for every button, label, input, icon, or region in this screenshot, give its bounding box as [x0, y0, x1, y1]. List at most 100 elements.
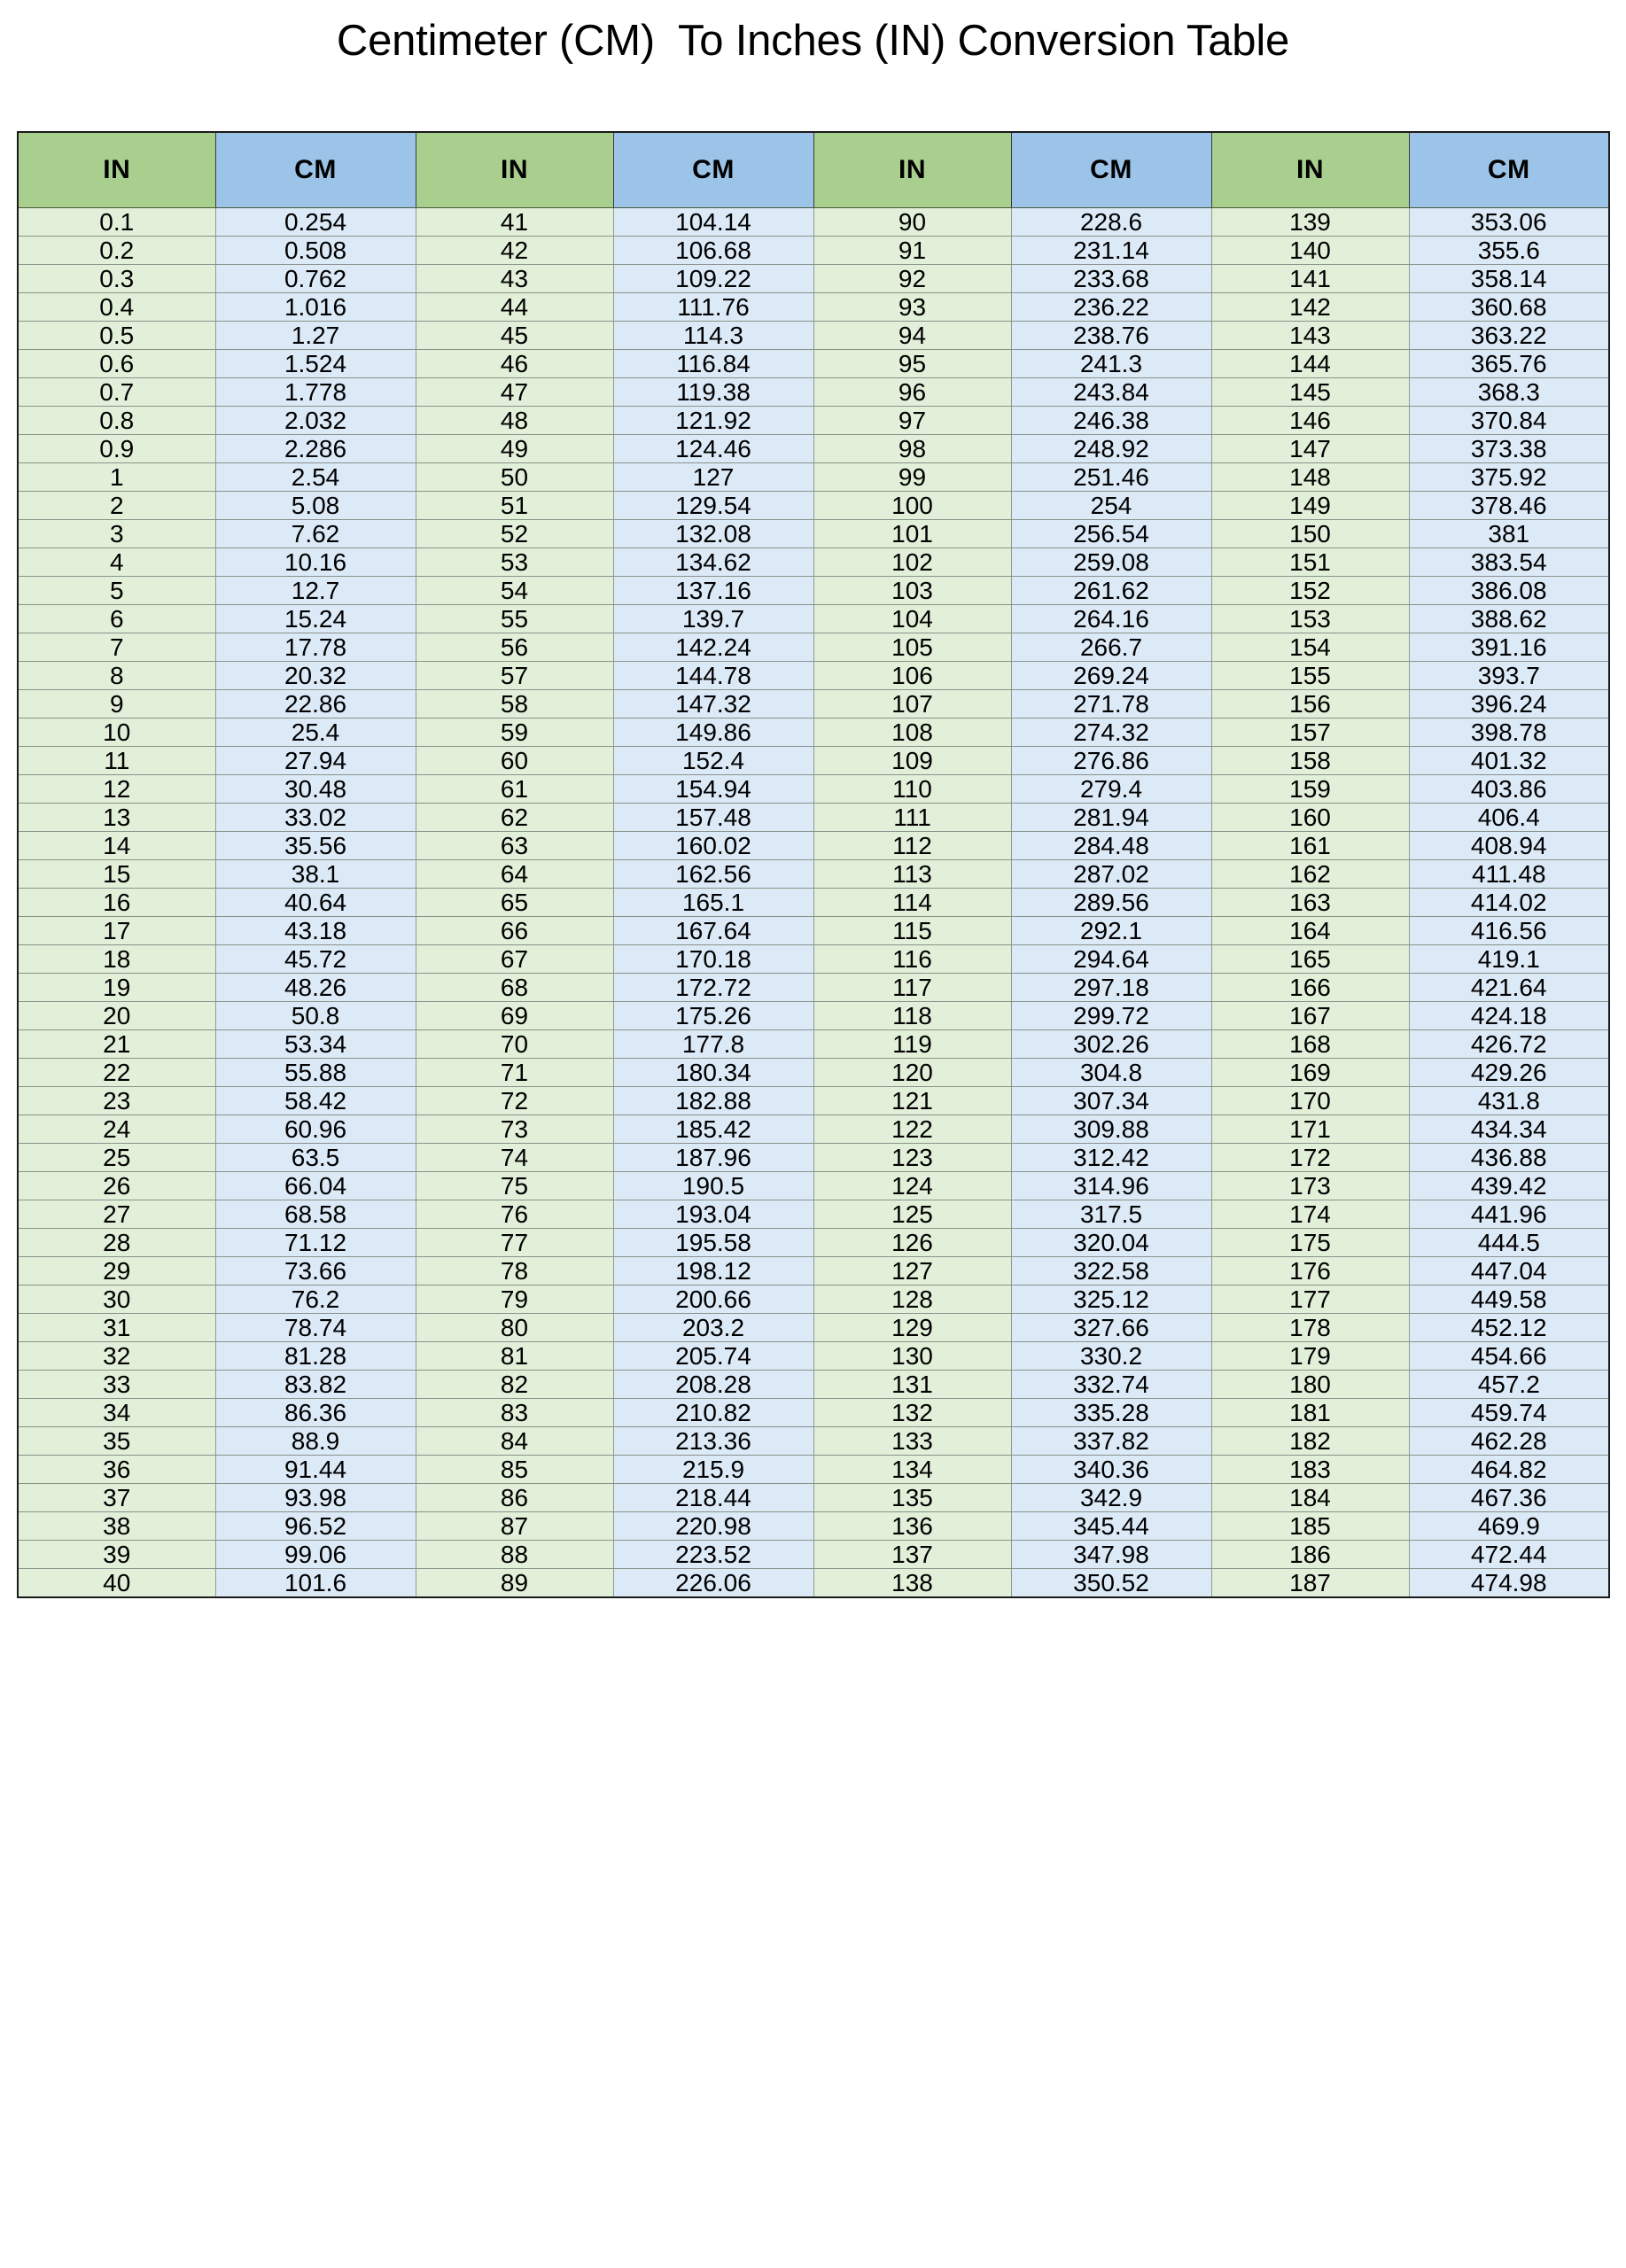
table-row: 0.1 0.254 41 104.14 90 228.6 139 353.06 — [18, 207, 1609, 237]
cell-centimeters: 368.3 — [1409, 377, 1609, 407]
cell-centimeters: 27.94 — [215, 746, 416, 775]
cell-centimeters: 20.32 — [215, 661, 416, 690]
cell-centimeters: 162.56 — [613, 859, 814, 889]
cell-inches: 179 — [1211, 1341, 1410, 1371]
cell-inches: 77 — [416, 1228, 614, 1257]
cell-centimeters: 210.82 — [613, 1398, 814, 1427]
cell-inches: 103 — [813, 576, 1012, 605]
table-row: 0.9 2.286 49 124.46 98 248.92 147 373.38 — [18, 434, 1609, 463]
cell-inches: 121 — [813, 1086, 1012, 1115]
cell-centimeters: 398.78 — [1409, 718, 1609, 747]
table-row: 18 45.72 67 170.18 116 294.64 165 419.1 — [18, 944, 1609, 974]
cell-centimeters: 7.62 — [215, 519, 416, 548]
cell-inches: 160 — [1211, 803, 1410, 832]
cell-inches: 97 — [813, 406, 1012, 435]
cell-centimeters: 274.32 — [1011, 718, 1212, 747]
cell-inches: 40 — [18, 1568, 216, 1597]
cell-inches: 128 — [813, 1285, 1012, 1314]
cell-centimeters: 411.48 — [1409, 859, 1609, 889]
cell-inches: 65 — [416, 888, 614, 917]
cell-inches: 0.4 — [18, 292, 216, 322]
cell-centimeters: 22.86 — [215, 689, 416, 718]
cell-inches: 142 — [1211, 292, 1410, 322]
cell-centimeters: 213.36 — [613, 1426, 814, 1456]
table-row: 29 73.66 78 198.12 127 322.58 176 447.04 — [18, 1256, 1609, 1285]
cell-centimeters: 144.78 — [613, 661, 814, 690]
cell-inches: 0.3 — [18, 264, 216, 293]
cell-inches: 12 — [18, 774, 216, 804]
cell-inches: 98 — [813, 434, 1012, 463]
table-row: 6 15.24 55 139.7 104 264.16 153 388.62 — [18, 604, 1609, 633]
cell-centimeters: 175.26 — [613, 1001, 814, 1030]
cell-centimeters: 76.2 — [215, 1285, 416, 1314]
cell-inches: 35 — [18, 1426, 216, 1456]
cell-inches: 102 — [813, 548, 1012, 577]
cell-inches: 167 — [1211, 1001, 1410, 1030]
cell-centimeters: 340.36 — [1011, 1455, 1212, 1484]
cell-inches: 107 — [813, 689, 1012, 718]
cell-inches: 92 — [813, 264, 1012, 293]
cell-centimeters: 322.58 — [1011, 1256, 1212, 1285]
cell-inches: 174 — [1211, 1200, 1410, 1229]
table-row: 0.6 1.524 46 116.84 95 241.3 144 365.76 — [18, 349, 1609, 378]
cell-centimeters: 449.58 — [1409, 1285, 1609, 1314]
cell-inches: 45 — [416, 321, 614, 350]
cell-inches: 33 — [18, 1370, 216, 1399]
cell-centimeters: 421.64 — [1409, 973, 1609, 1002]
cell-inches: 86 — [416, 1483, 614, 1512]
cell-centimeters: 370.84 — [1409, 406, 1609, 435]
cell-centimeters: 116.84 — [613, 349, 814, 378]
cell-centimeters: 12.7 — [215, 576, 416, 605]
cell-centimeters: 190.5 — [613, 1171, 814, 1200]
cell-centimeters: 142.24 — [613, 633, 814, 662]
cell-inches: 83 — [416, 1398, 614, 1427]
cell-centimeters: 165.1 — [613, 888, 814, 917]
cell-centimeters: 200.66 — [613, 1285, 814, 1314]
table-row: 26 66.04 75 190.5 124 314.96 173 439.42 — [18, 1171, 1609, 1200]
cell-centimeters: 88.9 — [215, 1426, 416, 1456]
cell-inches: 88 — [416, 1540, 614, 1569]
cell-inches: 0.7 — [18, 377, 216, 407]
cell-centimeters: 429.26 — [1409, 1058, 1609, 1087]
cell-centimeters: 259.08 — [1011, 548, 1212, 577]
cell-centimeters: 53.34 — [215, 1029, 416, 1059]
cell-inches: 51 — [416, 491, 614, 520]
cell-centimeters: 78.74 — [215, 1313, 416, 1342]
cell-centimeters: 10.16 — [215, 548, 416, 577]
cell-centimeters: 238.76 — [1011, 321, 1212, 350]
column-header-in-3: IN — [813, 132, 1012, 208]
table-row: 22 55.88 71 180.34 120 304.8 169 429.26 — [18, 1058, 1609, 1087]
cell-inches: 13 — [18, 803, 216, 832]
cell-centimeters: 325.12 — [1011, 1285, 1212, 1314]
cell-inches: 117 — [813, 973, 1012, 1002]
cell-inches: 124 — [813, 1171, 1012, 1200]
cell-centimeters: 0.254 — [215, 207, 416, 237]
table-row: 27 68.58 76 193.04 125 317.5 174 441.96 — [18, 1200, 1609, 1229]
cell-centimeters: 350.52 — [1011, 1568, 1212, 1597]
cell-centimeters: 439.42 — [1409, 1171, 1609, 1200]
cell-centimeters: 269.24 — [1011, 661, 1212, 690]
cell-centimeters: 101.6 — [215, 1568, 416, 1597]
cell-inches: 118 — [813, 1001, 1012, 1030]
table-row: 35 88.9 84 213.36 133 337.82 182 462.28 — [18, 1426, 1609, 1456]
cell-inches: 29 — [18, 1256, 216, 1285]
cell-inches: 37 — [18, 1483, 216, 1512]
cell-centimeters: 180.34 — [613, 1058, 814, 1087]
table-row: 28 71.12 77 195.58 126 320.04 175 444.5 — [18, 1228, 1609, 1257]
cell-centimeters: 345.44 — [1011, 1511, 1212, 1541]
cell-inches: 166 — [1211, 973, 1410, 1002]
cell-inches: 16 — [18, 888, 216, 917]
conversion-table: IN CM IN CM IN CM IN CM 0.1 0.254 41 104.14… — [17, 131, 1610, 1598]
table-row: 4 10.16 53 134.62 102 259.08 151 383.54 — [18, 548, 1609, 577]
cell-centimeters: 279.4 — [1011, 774, 1212, 804]
cell-inches: 109 — [813, 746, 1012, 775]
cell-centimeters: 170.18 — [613, 944, 814, 974]
cell-inches: 15 — [18, 859, 216, 889]
cell-inches: 120 — [813, 1058, 1012, 1087]
cell-centimeters: 198.12 — [613, 1256, 814, 1285]
cell-centimeters: 236.22 — [1011, 292, 1212, 322]
cell-inches: 24 — [18, 1115, 216, 1144]
cell-inches: 54 — [416, 576, 614, 605]
cell-centimeters: 314.96 — [1011, 1171, 1212, 1200]
table-row: 0.8 2.032 48 121.92 97 246.38 146 370.84 — [18, 406, 1609, 435]
